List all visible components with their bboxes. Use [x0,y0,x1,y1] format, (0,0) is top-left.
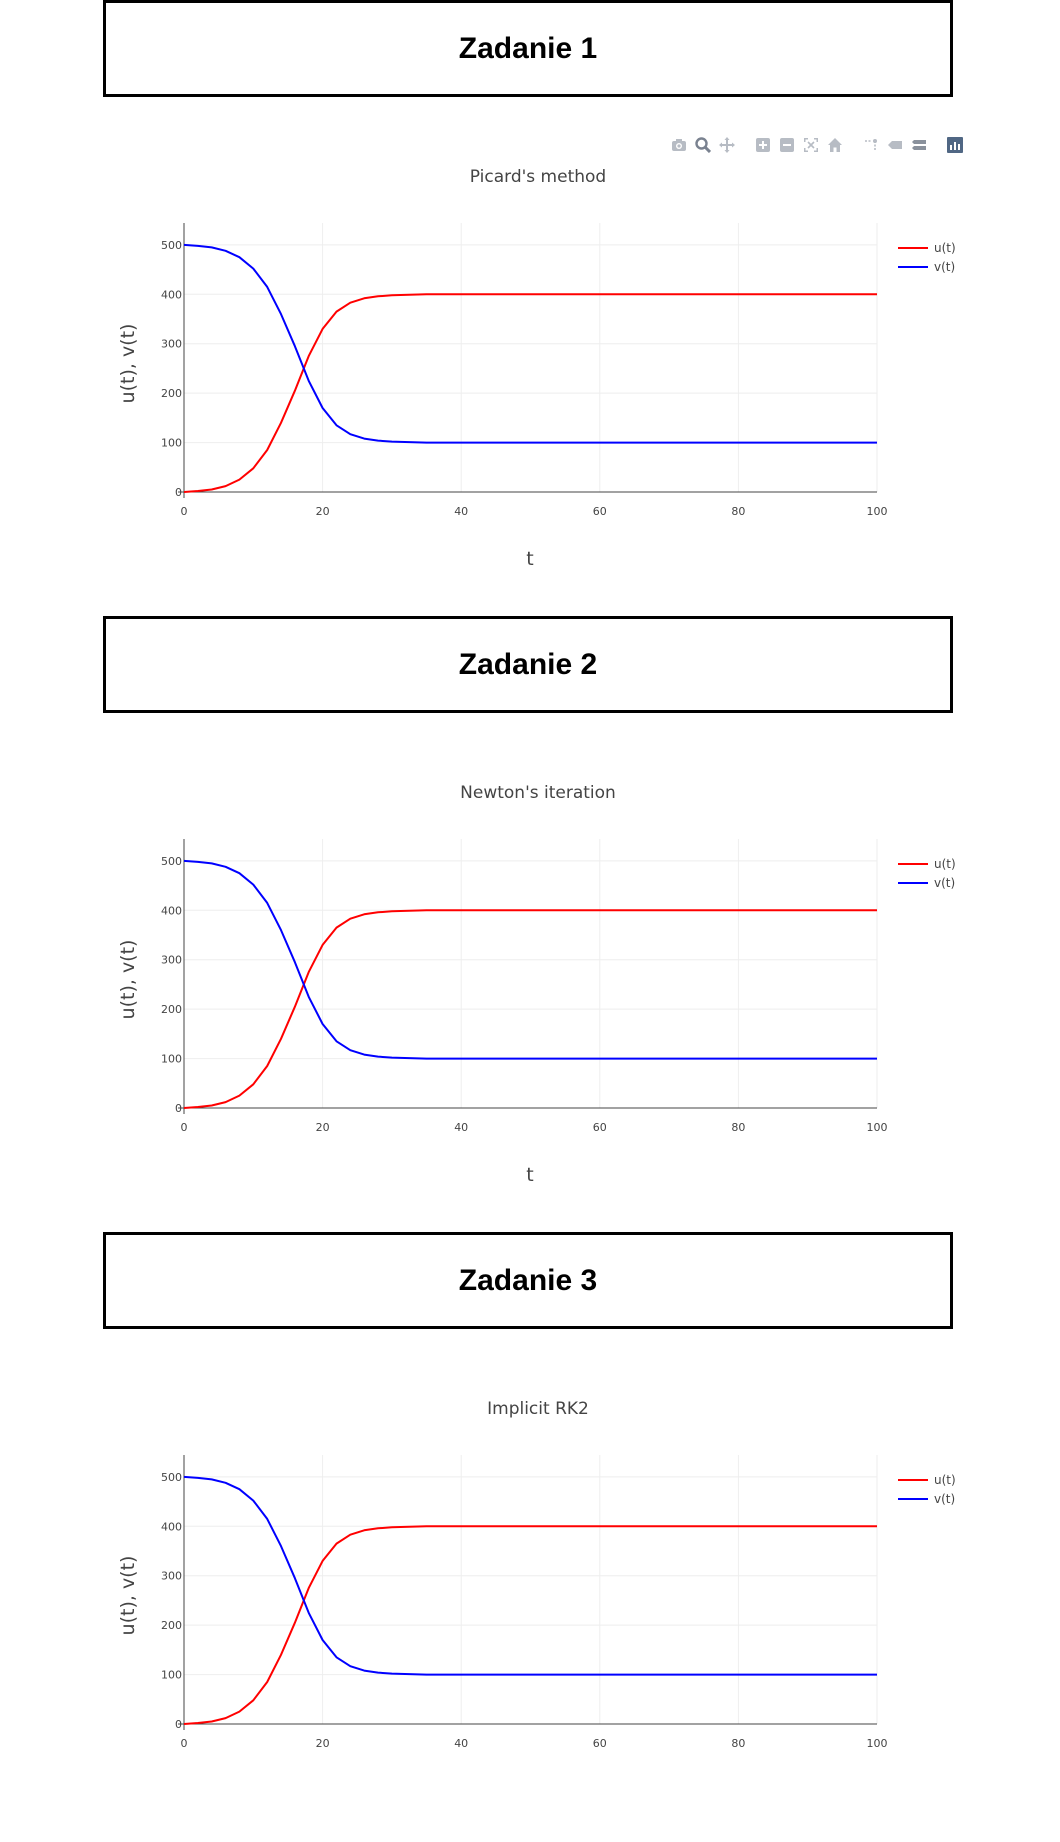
y-tick-label: 500 [161,1471,182,1484]
x-tick-label: 60 [593,505,607,518]
y-tick-label: 100 [161,1053,182,1066]
section-header-2: Zadanie 2 [103,616,953,713]
x-tick-label: 0 [181,1121,188,1134]
rk2-chart[interactable]: Implicit RK2 0 20 40 60 80 100 0 100 200 300 400 500… [0,1392,1060,1842]
x-tick-label: 80 [731,1121,745,1134]
x-tick-label: 20 [316,505,330,518]
y-tick-label: 400 [161,1520,182,1533]
x-tick-label: 0 [181,1737,188,1750]
x-tick-label: 100 [867,1737,888,1750]
x-tick-label: 40 [454,1737,468,1750]
y-tick-label: 200 [161,1003,182,1016]
y-tick-label: 100 [161,437,182,450]
plotly-logo-icon[interactable] [946,136,964,154]
y-tick-label: 0 [175,1718,182,1731]
newton-chart[interactable]: Newton's iteration 0 20 40 60 80 100 0 100 200 300… [0,776,1060,1226]
x-tick-label: 100 [867,505,888,518]
legend-label[interactable]: u(t) [934,857,956,871]
x-tick-label: 0 [181,505,188,518]
home-icon[interactable] [826,136,844,154]
legend-label[interactable]: u(t) [934,241,956,255]
chart-title: Newton's iteration [460,783,616,803]
y-tick-label: 400 [161,288,182,301]
chart-title: Implicit RK2 [487,1399,589,1419]
x-tick-label: 20 [316,1121,330,1134]
hover-closest-icon[interactable] [886,136,904,154]
y-axis-title: u(t), v(t) [117,1556,139,1636]
series-line-v[interactable] [183,1475,877,1676]
y-tick-label: 500 [161,855,182,868]
chart-title: Picard's method [470,167,606,187]
legend-label[interactable]: v(t) [934,1492,955,1506]
picard-chart[interactable]: Picard's method 0 20 40 60 80 100 0 100 200 300 400… [0,160,1060,610]
pan-icon[interactable] [718,136,736,154]
y-tick-label: 300 [161,1570,182,1583]
y-tick-label: 200 [161,1619,182,1632]
y-axis-title: u(t), v(t) [117,324,139,404]
zoom-out-icon[interactable] [778,136,796,154]
section-header-3: Zadanie 3 [103,1232,953,1329]
x-tick-label: 60 [593,1737,607,1750]
section-title: Zadanie 2 [458,647,598,681]
y-axis-title: u(t), v(t) [117,940,139,1020]
x-axis-title: t [526,1164,533,1186]
section-header-1: Zadanie 1 [103,0,953,97]
hover-compare-icon[interactable] [910,136,928,154]
x-tick-label: 40 [454,505,468,518]
x-axis-title: t [526,548,533,570]
section-title: Zadanie 3 [458,1263,598,1297]
y-tick-label: 500 [161,239,182,252]
series-line-u[interactable] [183,909,877,1109]
series-line-u[interactable] [183,293,877,493]
autoscale-icon[interactable] [802,136,820,154]
spike-lines-icon[interactable] [862,136,880,154]
y-tick-label: 100 [161,1669,182,1682]
legend-label[interactable]: u(t) [934,1473,956,1487]
series-line-v[interactable] [183,859,877,1060]
series-line-v[interactable] [183,243,877,444]
section-title: Zadanie 1 [458,31,598,65]
y-tick-label: 0 [175,486,182,499]
legend-label[interactable]: v(t) [934,876,955,890]
camera-icon[interactable] [670,136,688,154]
x-tick-label: 60 [593,1121,607,1134]
legend-label[interactable]: v(t) [934,260,955,274]
zoom-icon[interactable] [694,136,712,154]
x-tick-label: 20 [316,1737,330,1750]
y-tick-label: 0 [175,1102,182,1115]
y-tick-label: 300 [161,338,182,351]
chart-modebar [670,133,964,157]
x-tick-label: 100 [867,1121,888,1134]
y-tick-label: 300 [161,954,182,967]
series-line-u[interactable] [183,1525,877,1725]
y-tick-label: 400 [161,904,182,917]
x-tick-label: 80 [731,505,745,518]
x-tick-label: 80 [731,1737,745,1750]
x-tick-label: 40 [454,1121,468,1134]
zoom-in-icon[interactable] [754,136,772,154]
y-tick-label: 200 [161,387,182,400]
